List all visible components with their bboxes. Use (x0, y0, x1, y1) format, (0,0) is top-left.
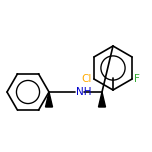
Text: NH: NH (76, 87, 92, 97)
Text: Cl: Cl (82, 74, 92, 84)
Polygon shape (45, 92, 52, 107)
Text: F: F (134, 74, 140, 84)
Polygon shape (98, 92, 105, 107)
